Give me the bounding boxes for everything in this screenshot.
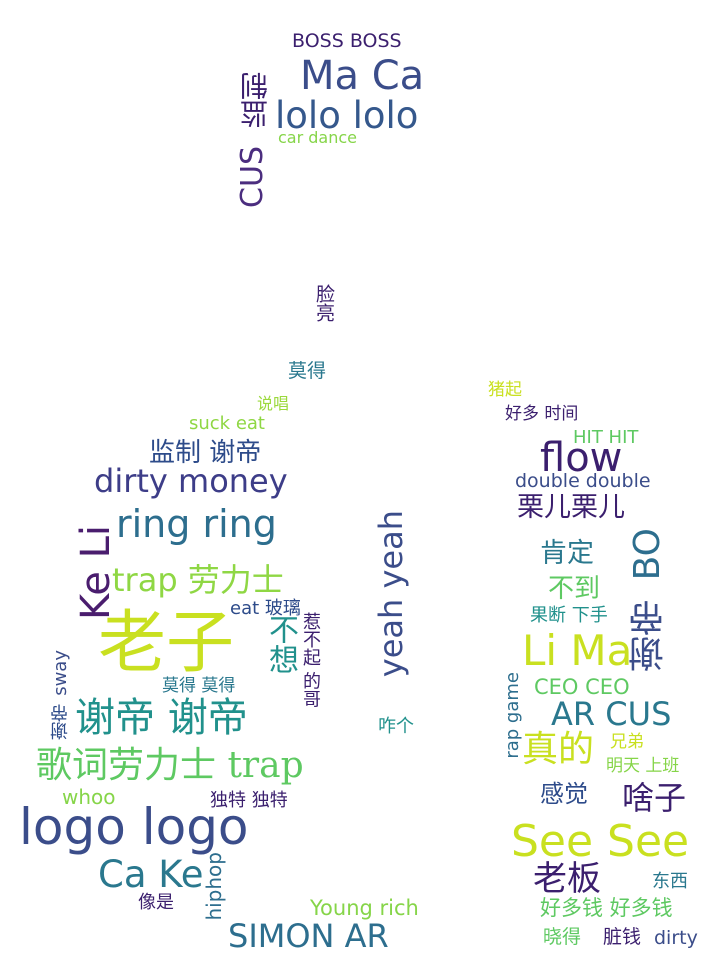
word-zangqian: 脏钱 [603,926,642,948]
word-shuochang: 说唱 [257,394,290,413]
word-hiphop-vertical: hiphop [202,852,226,921]
word-lier-lier: 栗儿栗儿 [517,492,625,523]
word-mingtian-shangban: 明天 上班 [606,756,680,776]
word-sway-vertical: sway [50,650,71,696]
word-yeah-yeah-vertical: yeah yeah [372,510,410,678]
word-haoduo-shijian: 好多 时间 [505,404,579,424]
word-buxiang-vertical: 不想 [263,614,298,674]
word-zhende: 真的 [522,729,595,770]
word-ar-cus: AR CUS [551,695,672,733]
word-budao: 不到 [548,574,601,604]
word-rap-game-vertical: rap game [502,672,523,759]
word-rebuqi-dege-vertical: 惹不起 的哥 [300,612,321,708]
word-mode-mode: 莫得 莫得 [162,676,236,696]
word-eat-boli: eat 玻璃 [230,598,301,619]
word-hit-hit: HIT HIT [573,427,639,448]
word-ganjue: 感觉 [540,780,588,808]
word-logo-logo: logo logo [19,798,249,856]
word-trap-rolex: trap 劳力士 [112,561,284,599]
word-car-dance: car dance [278,128,358,147]
word-xiangshi: 像是 [138,892,174,913]
word-dongxi: 东西 [652,871,688,892]
word-lianliang-vertical: 脸亮 [313,284,335,322]
word-boss-boss: BOSS BOSS [292,30,402,52]
word-li-ma: Li Ma [522,626,633,675]
word-dirty: dirty [654,927,698,949]
word-laoban: 老板 [533,859,601,899]
word-jianzhi-vertical: 监制 [239,72,272,128]
word-whoo: whoo [62,785,116,809]
word-kending: 肯定 [540,538,594,569]
word-jianzhi-xiedi: 监制 谢帝 [149,438,262,468]
word-shazi: 啥子 [622,779,687,817]
word-zage: 咋个 [378,716,414,737]
word-young-rich: Young rich [310,896,419,920]
word-ma-ca: Ma Ca [300,53,425,99]
word-laozi: 老子 [98,604,235,683]
word-dute-dute: 独特 独特 [210,790,288,811]
word-double-double: double double [515,470,651,492]
word-lyrics-rolex-trap: 歌词劳力士 trap [36,745,304,786]
word-xiongdi: 兄弟 [610,732,644,752]
word-ceo-ceo: CEO CEO [534,675,630,699]
word-see-see: See See [511,816,690,867]
word-dirty-money: dirty money [94,462,288,500]
word-xiedi-small-vertical: 谢帝 [50,704,71,740]
word-zhuqi: 猪起 [488,380,522,400]
word-haoduoqian: 好多钱 好多钱 [540,896,673,920]
word-xiaode: 晓得 [543,926,582,948]
word-suck-eat: suck eat [189,413,265,434]
word-simon-ar: SIMON AR [228,917,389,955]
word-mode: 莫得 [288,360,327,382]
word-ca-ke: Ca Ke [98,853,204,896]
word-guoduan-xiashou: 果断 下手 [530,605,608,626]
word-ring-ring: ring ring [116,502,277,546]
word-bo-vertical: BO [627,528,668,581]
word-xiedi-right-vertical: 谢帝 [629,600,670,672]
word-lolo-lolo: lolo lolo [275,94,419,137]
word-flow: flow [540,435,623,481]
word-cus-vertical: CUS [235,146,270,208]
word-xiedi-xiedi: 谢帝 谢帝 [75,695,248,741]
